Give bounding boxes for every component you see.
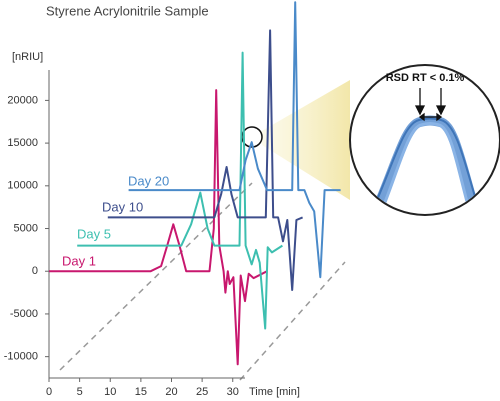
x-axis-label: Time [min] [249, 386, 300, 398]
zoom-inset [349, 64, 500, 216]
y-tick-label: -5000 [10, 308, 38, 320]
x-tick-label: 5 [77, 386, 83, 398]
x-tick-label: 20 [165, 386, 177, 398]
series-label: Day 10 [102, 199, 143, 214]
y-axis-label: [nRIU] [12, 51, 43, 63]
y-tick-label: 15000 [7, 137, 38, 149]
series-label: Day 1 [62, 253, 96, 268]
annotation: RSD RT < 0.1% [386, 72, 465, 84]
x-tick-label: 0 [46, 386, 52, 398]
y-tick-label: 20000 [7, 94, 38, 106]
rt-arrows [414, 88, 447, 122]
x-tick-label: 25 [196, 386, 208, 398]
y-tick-label: 5000 [14, 222, 38, 234]
zoom-beam [260, 80, 350, 200]
chart-title: Styrene Acrylonitrile Sample [46, 3, 209, 18]
series-label: Day 5 [77, 226, 111, 241]
series-line [77, 51, 283, 330]
y-tick-label: 0 [32, 265, 38, 277]
series-line [107, 29, 303, 291]
x-tick-label: 30 [227, 386, 239, 398]
y-tick-label: 10000 [7, 180, 38, 192]
series-line [128, 1, 341, 279]
series-label: Day 20 [128, 173, 169, 188]
x-tick-label: 10 [104, 386, 116, 398]
x-tick-label: 15 [135, 386, 147, 398]
zoom-peaks [367, 115, 483, 214]
depth-guide [239, 261, 346, 381]
series-line [49, 89, 268, 366]
y-tick-label: -10000 [4, 351, 38, 363]
depth-guide [59, 182, 253, 371]
